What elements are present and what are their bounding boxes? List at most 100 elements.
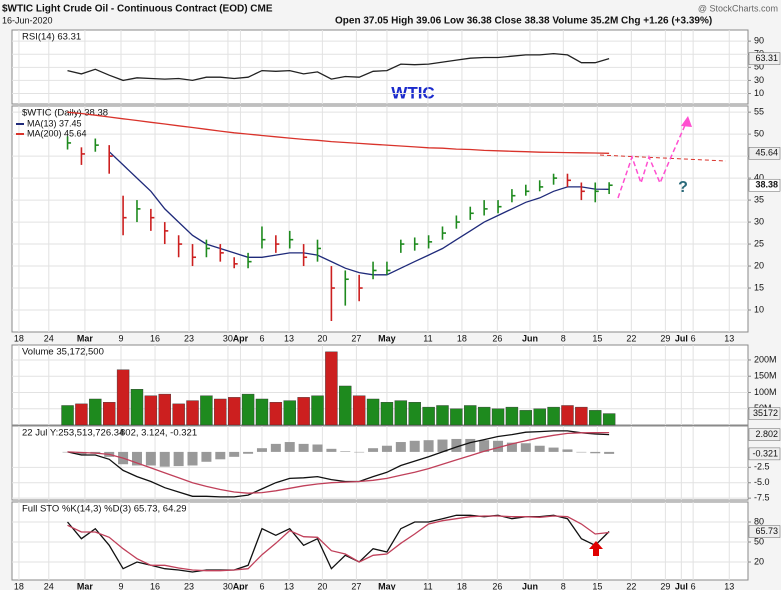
panel-title: Volume 35,172,500 [22, 347, 104, 358]
y-tick-label: 30 [754, 216, 764, 226]
x-tick-label: 18 [457, 333, 467, 343]
y-tick-label: 10 [754, 88, 764, 98]
volume-bar [186, 400, 199, 426]
ma-extension [599, 154, 727, 162]
projection-arrow [681, 116, 692, 127]
x-tick-label: Jul [675, 333, 688, 343]
x-tick-label: 9 [119, 333, 124, 343]
volume-bar [436, 405, 449, 426]
volume-bar [464, 405, 477, 426]
volume-bar [422, 406, 435, 426]
x-tick-label: Mar [77, 581, 94, 590]
panel-title: RSI(14) 63.31 [22, 32, 81, 43]
volume-bar [339, 385, 352, 426]
y-tick-label: 50 [754, 129, 764, 139]
x-tick-label: 6 [691, 581, 696, 590]
histogram-bar [215, 451, 226, 460]
value-box-label: 38.38 [755, 180, 778, 190]
histogram-bar [451, 438, 462, 452]
x-tick-label: 6 [259, 581, 264, 590]
histogram-bar [298, 443, 309, 452]
series-line [67, 515, 610, 572]
x-tick-label: Apr [233, 581, 249, 590]
value-box-label: 45.64 [755, 148, 778, 158]
volume-bar [227, 397, 241, 426]
value-box [748, 407, 781, 420]
x-tick-label: 26 [492, 333, 502, 343]
series-line [108, 151, 610, 276]
y-tick-label: 50 [754, 536, 764, 546]
x-tick-label: 22 [626, 581, 636, 590]
x-tick-label: 16 [150, 581, 160, 590]
x-tick-label: Jun [522, 333, 538, 343]
volume-bar [561, 405, 574, 426]
volume-bar [297, 397, 310, 426]
symbol-label: WTIC [391, 83, 434, 102]
histogram-bar [284, 442, 295, 452]
histogram-bar [243, 451, 254, 454]
y-tick-label: 20 [754, 556, 764, 566]
y-tick-label: 10 [754, 304, 764, 314]
panel-title: 22 Jul Y:253,513,726.34 [22, 428, 124, 439]
volume-bar [103, 402, 116, 426]
y-tick-label: 100M [754, 387, 777, 397]
histogram-bar [465, 438, 476, 452]
x-tick-label: 18 [14, 333, 24, 343]
volume-bar [214, 398, 227, 426]
x-tick-label: 6 [691, 333, 696, 343]
histogram-bar [173, 451, 184, 467]
series-line [67, 431, 610, 494]
histogram-bar [590, 451, 601, 454]
volume-bar [89, 398, 102, 426]
histogram-bar [187, 451, 198, 466]
volume-bar [311, 395, 324, 426]
x-tick-label: 29 [660, 581, 670, 590]
volume-bar [477, 406, 491, 426]
histogram-bar [520, 443, 531, 452]
histogram-bar [326, 448, 337, 452]
volume-bar [325, 351, 338, 426]
volume-bar [172, 403, 185, 426]
x-tick-label: 6 [259, 333, 264, 343]
y-tick-label: 150M [754, 371, 777, 381]
histogram-bar [201, 451, 212, 462]
x-tick-label: 24 [44, 581, 54, 590]
value-box [748, 447, 781, 461]
volume-bar [283, 400, 296, 426]
x-tick-label: 13 [284, 333, 294, 343]
histogram-bar [381, 445, 392, 452]
legend-label: MA(13) 37.45 [27, 118, 82, 128]
x-tick-label: 18 [457, 581, 467, 590]
header-quote: Open 37.05 High 39.06 Low 36.38 Close 38… [335, 16, 712, 27]
series-line [67, 52, 610, 82]
y-tick-label: 200M [754, 354, 777, 364]
volume-bar [144, 395, 158, 426]
value-box-label: 2.802 [755, 429, 778, 439]
x-tick-label: May [378, 581, 396, 590]
panel-subtitle: 802, 3.124, -0.321 [120, 428, 197, 439]
y-tick-label: 30 [754, 75, 764, 85]
volume-bar [533, 408, 546, 426]
header-date: 16-Jun-2020 [2, 15, 53, 25]
x-tick-label: Apr [233, 333, 249, 343]
x-tick-label: 15 [592, 581, 602, 590]
x-tick-label: 16 [150, 333, 160, 343]
x-tick-label: 30 [223, 333, 233, 343]
volume-bar [547, 406, 560, 426]
value-box [748, 147, 781, 160]
volume-bar [255, 398, 269, 426]
volume-bar [352, 395, 366, 426]
series-line [67, 430, 610, 498]
histogram-bar [368, 448, 379, 452]
x-tick-label: 29 [660, 333, 670, 343]
value-box-label: 35172 [753, 408, 778, 418]
histogram-bar [548, 447, 559, 452]
x-tick-label: 22 [626, 333, 636, 343]
value-box [748, 52, 781, 65]
x-tick-label: 27 [351, 333, 361, 343]
volume-bar [130, 389, 144, 426]
volume-bar [589, 410, 602, 426]
volume-bar [505, 406, 519, 426]
x-tick-label: 8 [561, 581, 566, 590]
legend-label: MA(200) 45.64 [27, 128, 87, 138]
